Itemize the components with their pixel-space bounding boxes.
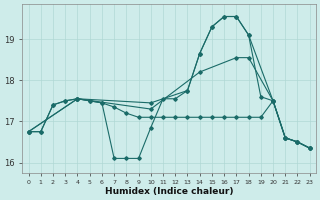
X-axis label: Humidex (Indice chaleur): Humidex (Indice chaleur)	[105, 187, 233, 196]
